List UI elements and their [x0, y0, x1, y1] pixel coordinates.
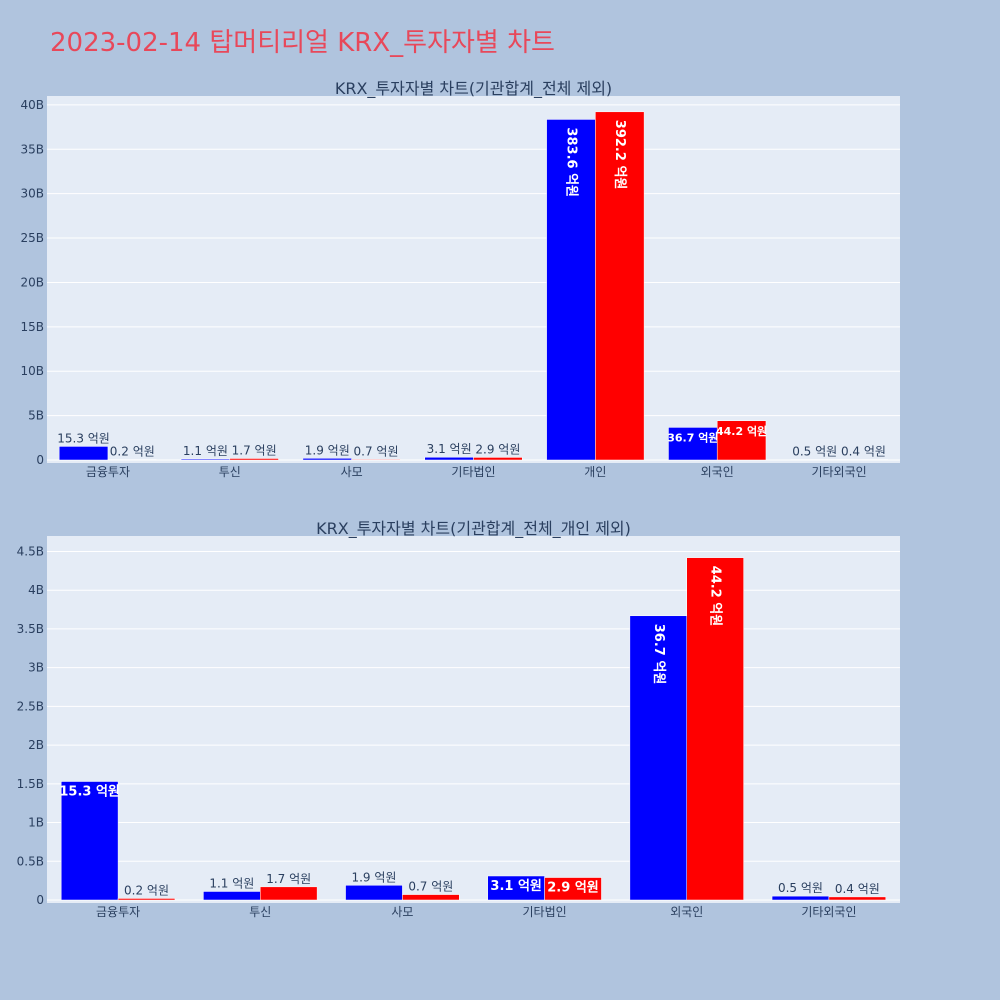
x-tick-label: 투신 [249, 905, 271, 919]
bar [302, 458, 352, 461]
chart-title: KRX_투자자별 차트(기관합계_전체 제외) [335, 79, 612, 99]
x-tick-label: 기타외국인 [811, 465, 866, 479]
x-tick-label: 금융투자 [96, 905, 140, 919]
y-tick-label: 2.5B [17, 699, 44, 713]
bar [402, 894, 460, 901]
bar [424, 456, 474, 461]
page-title: 2023-02-14 탑머티리얼 KRX_투자자별 차트 [50, 28, 555, 58]
x-tick-label: 금융투자 [86, 465, 130, 479]
bar [668, 427, 718, 461]
x-tick-label: 외국인 [701, 465, 734, 479]
bar [546, 119, 596, 461]
bar [180, 458, 231, 461]
data-label: 3.1 억원 [490, 879, 541, 894]
y-tick-label: 20B [20, 275, 44, 289]
data-label: 0.4 억원 [841, 445, 886, 459]
y-tick-label: 25B [20, 231, 44, 245]
data-label: 383.6 억원 [563, 127, 578, 197]
y-tick-label: 0 [36, 893, 44, 907]
bar [790, 459, 840, 461]
x-tick-label: 투신 [219, 465, 241, 479]
bar [473, 457, 523, 461]
bar [544, 877, 602, 901]
bar [107, 459, 157, 461]
y-tick-label: 4B [28, 583, 44, 597]
bar [229, 458, 279, 461]
y-tick-label: 4.5B [17, 544, 44, 558]
y-tick-label: 30B [20, 187, 44, 201]
bar [351, 459, 401, 461]
chart-investor-all: KRX_투자자별 차트(기관합계_전체 제외) 0 5B 10B 15B 20B 25B 30… [20, 79, 900, 479]
data-label: 44.2 억원 [708, 566, 723, 627]
data-label: 0.2 억원 [124, 883, 169, 897]
y-tick-label: 3.5B [17, 622, 44, 636]
bar [771, 895, 830, 901]
bar [487, 875, 545, 901]
data-label: 2.9 억원 [547, 881, 598, 896]
data-label: 0.7 억원 [408, 880, 453, 894]
data-label: 392.2 억원 [612, 120, 627, 190]
y-tick-label: 1.5B [17, 777, 44, 791]
x-tick-label: 기타법인 [451, 465, 495, 479]
bar [838, 459, 889, 461]
plot-background [47, 536, 900, 903]
y-tick-label: 0 [36, 453, 44, 467]
data-label: 0.4 억원 [835, 882, 880, 896]
x-tick-label: 개인 [584, 465, 606, 479]
bar [828, 896, 887, 901]
data-label: 1.9 억원 [351, 870, 396, 884]
data-label: 1.7 억원 [266, 872, 311, 886]
data-label: 0.7 억원 [354, 444, 399, 458]
data-label: 0.2 억원 [110, 445, 155, 459]
bar [117, 898, 176, 901]
data-label: 1.1 억원 [209, 876, 254, 890]
bar [58, 446, 109, 461]
x-tick-label: 사모 [341, 465, 363, 479]
bar [716, 420, 767, 461]
data-label: 44.2 억원 [716, 424, 767, 438]
data-label: 0.5 억원 [792, 445, 837, 459]
data-label: 3.1 억원 [427, 442, 472, 456]
data-label: 1.7 억원 [232, 443, 277, 457]
y-tick-label: 1B [28, 816, 44, 830]
x-tick-label: 기타외국인 [801, 905, 856, 919]
data-label: 2.9 억원 [475, 442, 520, 456]
x-tick-label: 외국인 [670, 905, 703, 919]
data-label: 1.1 억원 [183, 444, 228, 458]
y-tick-label: 40B [20, 98, 44, 112]
bar [345, 885, 403, 901]
bar [260, 886, 318, 901]
y-tick-label: 10B [20, 364, 44, 378]
data-label: 0.5 억원 [778, 881, 823, 895]
bar [686, 557, 744, 901]
x-tick-label: 기타법인 [522, 905, 566, 919]
y-tick-label: 3B [28, 661, 44, 675]
data-label: 15.3 억원 [59, 785, 120, 800]
chart-investor-excluding-individual: KRX_투자자별 차트(기관합계_전체_개인 제외) 0 0.5B 1B 1.5B 2B 2… [17, 519, 900, 919]
y-tick-label: 0.5B [17, 854, 44, 868]
data-label: 15.3 억원 [57, 431, 110, 445]
y-tick-label: 2B [28, 738, 44, 752]
bar [60, 781, 119, 901]
data-label: 1.9 억원 [305, 443, 350, 457]
data-label: 36.7 억원 [651, 624, 666, 685]
y-tick-label: 15B [20, 320, 44, 334]
chart-title: KRX_투자자별 차트(기관합계_전체_개인 제외) [316, 519, 631, 539]
y-tick-label: 35B [20, 142, 44, 156]
data-label: 36.7 억원 [667, 430, 718, 444]
plot-background [47, 96, 900, 463]
y-tick-label: 5B [28, 409, 44, 423]
x-tick-label: 사모 [391, 905, 413, 919]
bar [595, 111, 645, 461]
bar [629, 615, 688, 901]
bar [203, 891, 261, 901]
